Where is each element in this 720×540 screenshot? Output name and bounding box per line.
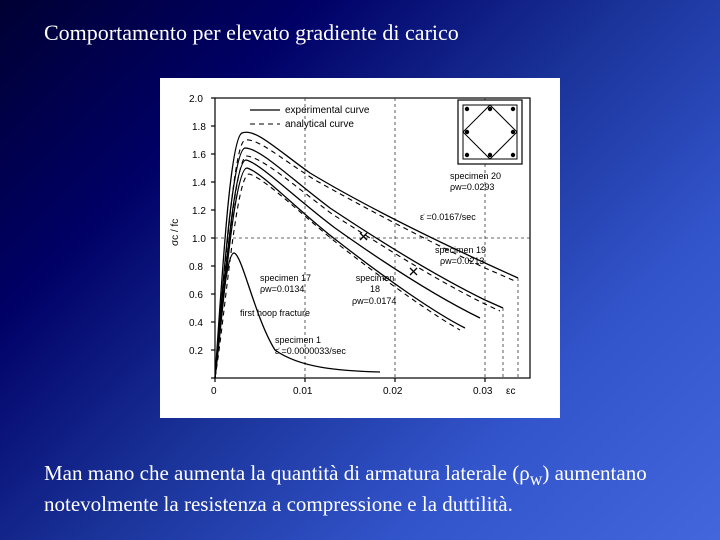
svg-text:0.03: 0.03 — [473, 386, 493, 397]
svg-text:2.0: 2.0 — [189, 94, 203, 105]
svg-text:ρw=0.0213: ρw=0.0213 — [440, 256, 484, 266]
svg-text:specimen 20: specimen 20 — [450, 171, 501, 181]
svg-text:1.0: 1.0 — [192, 234, 206, 245]
svg-text:0: 0 — [211, 386, 217, 397]
svg-text:0.02: 0.02 — [383, 386, 403, 397]
x-axis-label: εc — [506, 386, 515, 397]
svg-text:1.2: 1.2 — [192, 206, 206, 217]
curve-spec18 — [215, 160, 480, 378]
svg-text:ρw=0.0134: ρw=0.0134 — [260, 284, 304, 294]
page-title: Comportamento per elevato gradiente di c… — [44, 20, 459, 46]
rho-subscript: w — [530, 469, 543, 489]
svg-text:experimental curve: experimental curve — [285, 105, 370, 116]
chart: 0.2 0.4 0.6 0.8 1.0 1.2 1.4 1.6 1.8 2.0 … — [160, 78, 560, 418]
chart-svg: 0.2 0.4 0.6 0.8 1.0 1.2 1.4 1.6 1.8 2.0 … — [160, 78, 560, 418]
svg-text:specimen 17: specimen 17 — [260, 273, 311, 283]
svg-text:analytical curve: analytical curve — [285, 119, 354, 130]
svg-text:ρw=0.0174: ρw=0.0174 — [352, 296, 396, 306]
svg-text:1.6: 1.6 — [192, 150, 206, 161]
svg-text:first hoop fracture: first hoop fracture — [240, 308, 310, 318]
y-axis-label: σc / fc — [170, 219, 181, 246]
svg-text:0.8: 0.8 — [189, 262, 203, 273]
svg-text:1.4: 1.4 — [192, 178, 206, 189]
svg-text:0.01: 0.01 — [293, 386, 313, 397]
svg-text:0.4: 0.4 — [189, 318, 203, 329]
caption: Man mano che aumenta la quantità di arma… — [44, 460, 676, 517]
rho-symbol: ρ — [519, 461, 529, 485]
x-axis-ticks: 0 0.01 0.02 0.03 — [211, 378, 493, 397]
caption-text-1: Man mano che aumenta la quantità di arma… — [44, 461, 519, 485]
svg-text:18: 18 — [370, 284, 380, 294]
legend: experimental curve analytical curve — [250, 105, 370, 130]
hoop-fracture-markers — [360, 233, 417, 275]
cross-section-inset — [458, 100, 522, 164]
svg-text:ε̇ =0.0000033/sec: ε̇ =0.0000033/sec — [275, 346, 346, 356]
svg-text:specimen 19: specimen 19 — [435, 245, 486, 255]
svg-text:specimen: specimen — [356, 273, 395, 283]
svg-text:specimen 1: specimen 1 — [275, 335, 321, 345]
annotations: specimen 20 ρw=0.0293 ε̇ =0.0167/sec spe… — [240, 171, 518, 378]
y-axis-ticks: 0.2 0.4 0.6 0.8 1.0 1.2 1.4 1.6 1.8 2.0 — [189, 94, 215, 378]
svg-text:0.6: 0.6 — [189, 290, 203, 301]
svg-text:ε̇ =0.0167/sec: ε̇ =0.0167/sec — [420, 212, 476, 222]
svg-text:ρw=0.0293: ρw=0.0293 — [450, 182, 494, 192]
svg-text:1.8: 1.8 — [192, 122, 206, 133]
svg-text:0.2: 0.2 — [189, 346, 203, 357]
